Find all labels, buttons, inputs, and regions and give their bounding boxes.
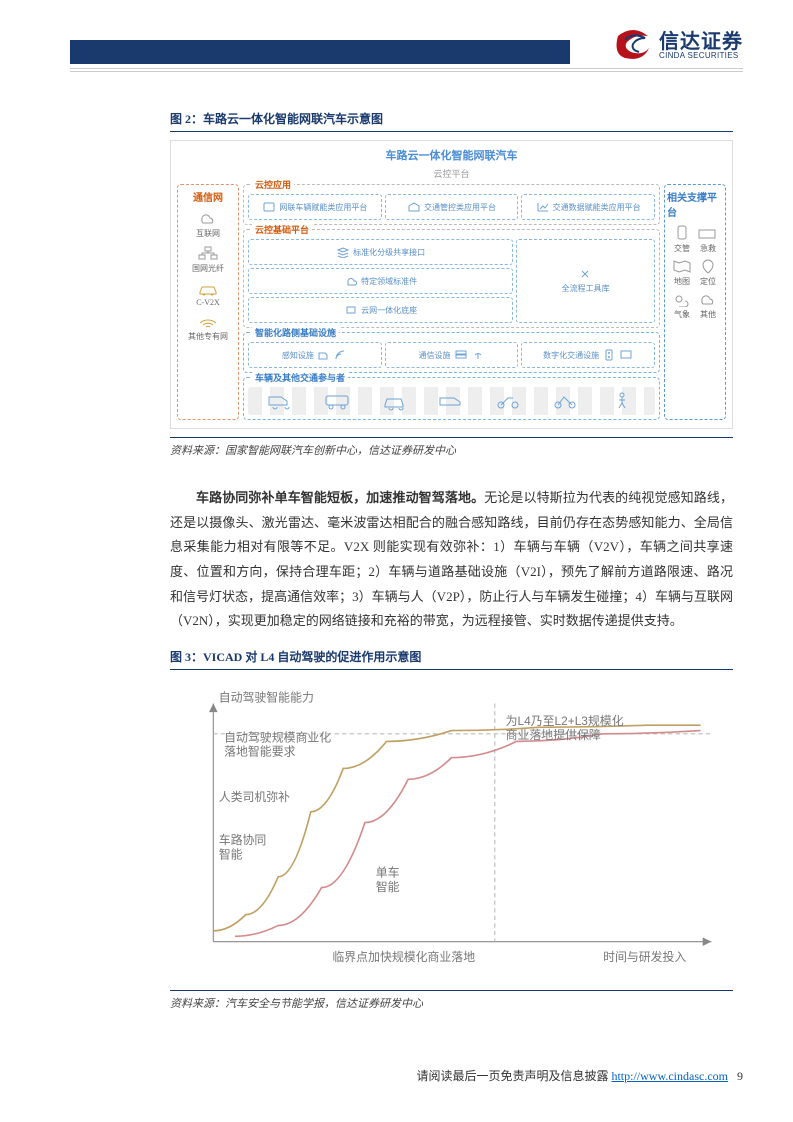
box: 全流程工具库 bbox=[516, 239, 655, 323]
footer-link[interactable]: http://www.cindasc.com bbox=[611, 1069, 728, 1083]
bus-icon bbox=[324, 391, 352, 411]
stack-icon bbox=[336, 246, 350, 258]
figure2-title: 图 2：车路云一体化智能网联汽车示意图 bbox=[170, 110, 733, 132]
cloud-icon bbox=[697, 291, 719, 307]
svg-text:自动驾驶智能能力: 自动驾驶智能能力 bbox=[219, 690, 314, 704]
box: 交通数据赋能类应用平台 bbox=[521, 194, 655, 220]
pin-icon bbox=[697, 258, 719, 274]
logo-swirl-icon bbox=[613, 28, 653, 64]
svg-text:智能: 智能 bbox=[219, 847, 243, 861]
box: 特定领域标准件 bbox=[248, 268, 513, 294]
logo-en: CINDA SECURITIES bbox=[659, 52, 743, 60]
chart-icon bbox=[536, 201, 550, 213]
figure2-banner: 车路云一体化智能网联汽车 bbox=[386, 147, 518, 163]
box: 数字化交通设施 bbox=[521, 342, 655, 368]
bicycle-icon bbox=[552, 391, 580, 411]
right-panel-label: 相关支撑平台 bbox=[667, 189, 723, 219]
car-icon bbox=[381, 391, 409, 411]
band-vehicles: 车辆及其他交通参与者 bbox=[243, 377, 660, 420]
map-icon bbox=[671, 258, 693, 274]
footer-text: 请阅读最后一页免责声明及信息披露 bbox=[416, 1069, 611, 1083]
svg-text:时间与研发投入: 时间与研发投入 bbox=[603, 950, 686, 964]
figure2-left-panel: 通信网 互联网 国网光纤 C-V2X 其他专有网 bbox=[177, 184, 239, 420]
figure3-title: 图 3：VICAD 对 L4 自动驾驶的促进作用示意图 bbox=[170, 648, 733, 670]
right-item: 定位 bbox=[697, 258, 719, 287]
right-item: 急救 bbox=[697, 225, 719, 254]
ambulance-icon bbox=[697, 225, 719, 241]
right-item: 气象 bbox=[671, 291, 693, 320]
car-icon bbox=[197, 280, 219, 296]
radar-icon bbox=[334, 349, 348, 361]
para-lead: 车路协同弥补单车智能短板，加速推动智驾落地。 bbox=[196, 490, 484, 505]
right-item: 地图 bbox=[671, 258, 693, 287]
traffic-light-icon bbox=[671, 225, 693, 241]
svg-text:落地智能要求: 落地智能要求 bbox=[224, 745, 295, 759]
header-divider bbox=[70, 68, 743, 72]
cloud-icon bbox=[197, 210, 219, 226]
box: 感知设施 bbox=[248, 342, 382, 368]
svg-text:自动驾驶规模商业化: 自动驾驶规模商业化 bbox=[224, 731, 331, 745]
figure3-chart: 自动驾驶智能能力自动驾驶规模商业化落地智能要求 为L4乃至L2+L3规模化商业落地… bbox=[170, 678, 733, 978]
left-item: 互联网 bbox=[196, 210, 220, 239]
wifi-icon bbox=[197, 313, 219, 329]
logo-block: 信达证券 CINDA SECURITIES bbox=[613, 28, 743, 64]
tools-icon bbox=[579, 268, 593, 280]
traffic-light-icon bbox=[602, 349, 616, 361]
left-item: C-V2X bbox=[196, 280, 220, 307]
band-app: 云控应用 网联车辆赋能类应用平台 交通管控类应用平台 交通数据赋能类应用平台 bbox=[243, 184, 660, 225]
figure3-source: 资料来源：汽车安全与节能学报，信达证券研发中心 bbox=[170, 990, 733, 1011]
right-item: 其他 bbox=[697, 291, 719, 320]
device-icon bbox=[262, 201, 276, 213]
band-roadside: 智能化路侧基础设施 感知设施 通信设施 数字化交通设施 bbox=[243, 332, 660, 373]
antenna-icon bbox=[471, 349, 485, 361]
sign-icon bbox=[619, 349, 633, 361]
figure2-right-panel: 相关支撑平台 交管 急救 地图 定位 气象 其他 bbox=[664, 184, 726, 420]
pedestrian-icon bbox=[609, 391, 637, 411]
svg-text:临界点加快规模化商业落地: 临界点加快规模化商业落地 bbox=[332, 950, 475, 964]
para-rest: 无论是以特斯拉为代表的纯视觉感知路线，还是以摄像头、激光雷达、毫米波雷达相配合的… bbox=[170, 490, 733, 628]
logo-cn: 信达证券 bbox=[659, 32, 743, 52]
header-bar bbox=[70, 40, 570, 64]
figure2-center: 云控应用 网联车辆赋能类应用平台 交通管控类应用平台 交通数据赋能类应用平台 云… bbox=[243, 184, 660, 420]
chip-icon bbox=[344, 304, 358, 316]
right-item: 交管 bbox=[671, 225, 693, 254]
band-base: 云控基础平台 标准化分级共享接口 特定领域标准件 云网一体化底座 全流程工具库 bbox=[243, 229, 660, 328]
svg-text:为L4乃至L2+L3规模化: 为L4乃至L2+L3规模化 bbox=[506, 714, 624, 728]
svg-text:车路协同: 车路协同 bbox=[219, 833, 267, 847]
svg-text:单车: 单车 bbox=[376, 866, 400, 880]
left-item: 其他专有网 bbox=[188, 313, 228, 342]
footer: 请阅读最后一页免责声明及信息披露 http://www.cindasc.com … bbox=[416, 1067, 743, 1084]
van-icon bbox=[438, 391, 466, 411]
box: 交通管控类应用平台 bbox=[385, 194, 519, 220]
svg-text:商业落地提供保障: 商业落地提供保障 bbox=[506, 728, 601, 742]
cloud-down-icon bbox=[344, 275, 358, 287]
network-icon bbox=[197, 245, 219, 261]
weather-icon bbox=[671, 291, 693, 307]
body-paragraph: 车路协同弥补单车智能短板，加速推动智驾落地。无论是以特斯拉为代表的纯视觉感知路线… bbox=[170, 486, 733, 634]
svg-text:智能: 智能 bbox=[376, 880, 400, 894]
box: 通信设施 bbox=[385, 342, 519, 368]
camera-icon bbox=[317, 349, 331, 361]
server-icon bbox=[454, 349, 468, 361]
left-panel-label: 通信网 bbox=[193, 189, 223, 204]
box: 标准化分级共享接口 bbox=[248, 239, 513, 265]
left-item: 国网光纤 bbox=[192, 245, 224, 274]
svg-text:人类司机弥补: 人类司机弥补 bbox=[219, 790, 290, 804]
motorcycle-icon bbox=[495, 391, 523, 411]
page-number: 9 bbox=[737, 1069, 743, 1083]
figure2-diagram: 车路云一体化智能网联汽车 云控平台 通信网 互联网 国网光纤 C-V2X 其他专… bbox=[170, 140, 733, 429]
box: 云网一体化底座 bbox=[248, 297, 513, 323]
figure2-source: 资料来源：国家智能网联汽车创新中心，信达证券研发中心 bbox=[170, 437, 733, 458]
box: 网联车辆赋能类应用平台 bbox=[248, 194, 382, 220]
building-icon bbox=[407, 201, 421, 213]
truck-icon bbox=[267, 391, 295, 411]
